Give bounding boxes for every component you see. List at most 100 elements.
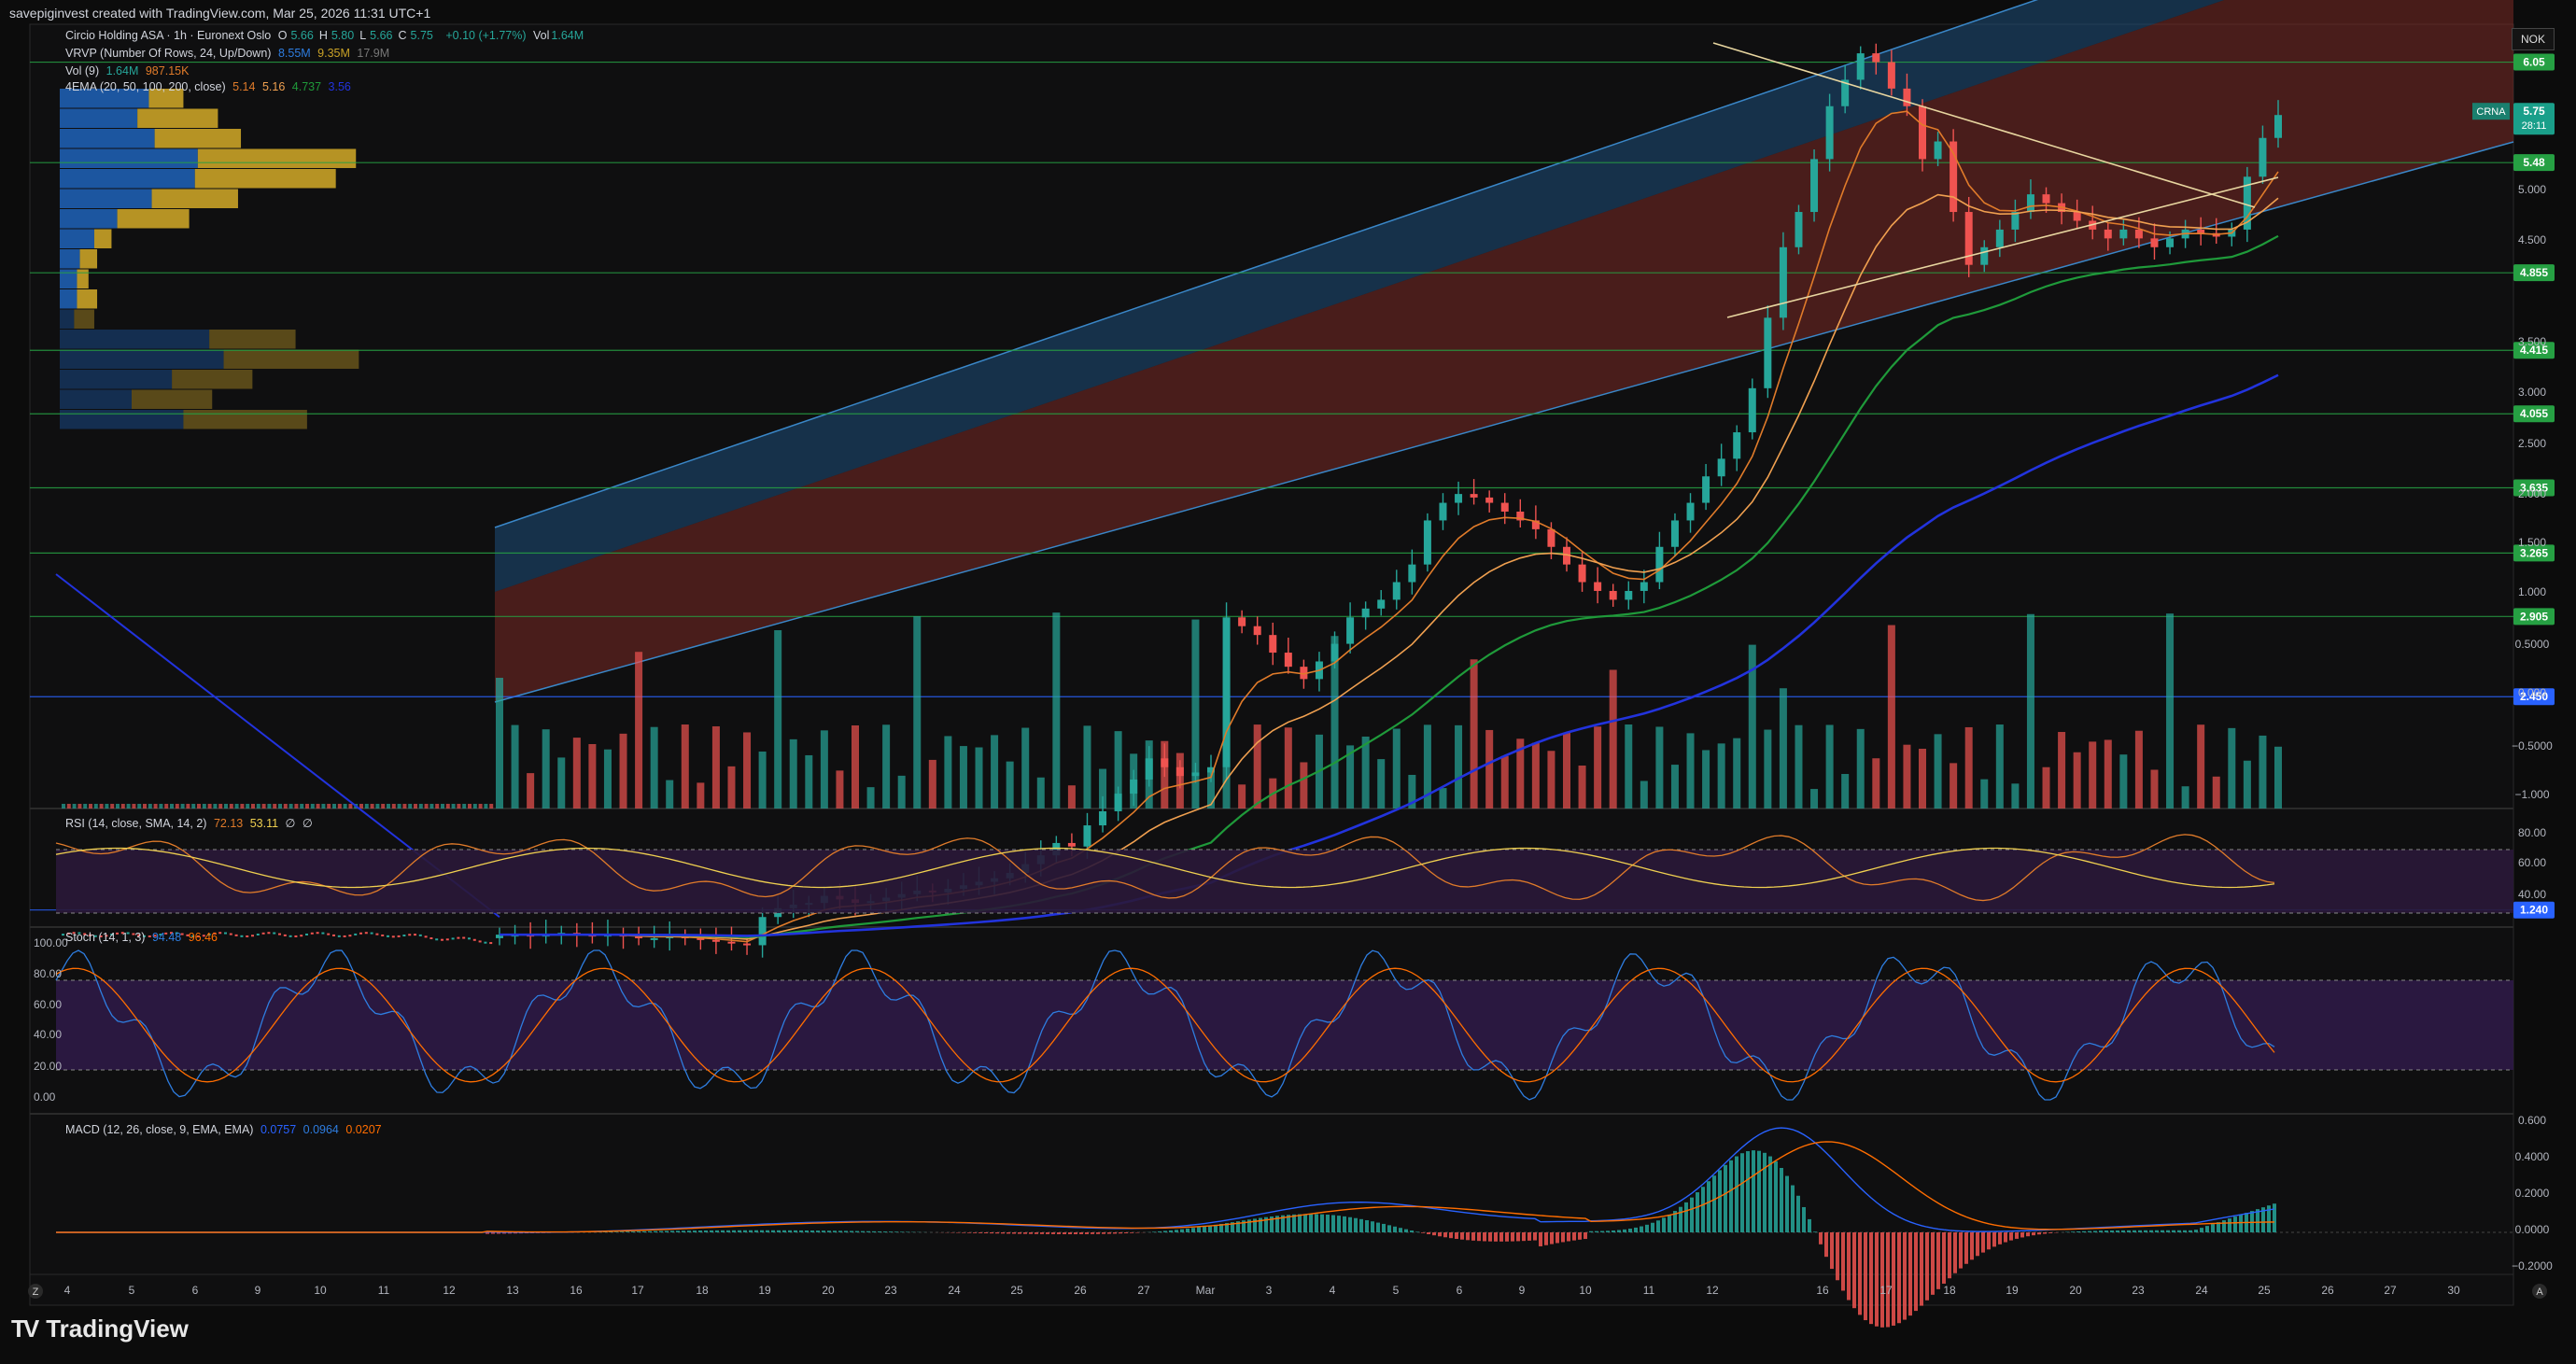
macd-hist-bar xyxy=(1499,1232,1503,1242)
volume-bar xyxy=(257,804,260,809)
symbol-title: Circio Holding ASA · 1h · Euronext Oslo xyxy=(65,29,271,42)
macd-hist-bar xyxy=(1785,1176,1789,1232)
macd-hist-bar xyxy=(1371,1221,1374,1232)
macd-hist-bar xyxy=(1830,1232,1834,1269)
candle xyxy=(294,935,297,937)
macd-hist-bar xyxy=(1606,1230,1610,1232)
volume-bar xyxy=(1919,749,1926,809)
macd-hist-bar xyxy=(654,1231,657,1232)
vol-legend[interactable]: Vol (9) 1.64M 987.15K xyxy=(65,64,192,77)
macd-hist-bar xyxy=(850,1231,853,1232)
volume-bar xyxy=(83,804,87,809)
macd-hist-bar xyxy=(1074,1232,1077,1234)
volume-bar xyxy=(262,804,266,809)
rsi-legend[interactable]: RSI (14, close, SMA, 14, 2) 72.13 53.11 … xyxy=(65,816,317,830)
macd-hist-bar xyxy=(1864,1232,1867,1320)
volume-bar xyxy=(898,776,906,809)
macd-hist-bar xyxy=(1001,1232,1005,1233)
vrvp-v1: 8.55M xyxy=(278,47,311,60)
vrvp-legend[interactable]: VRVP (Number Of Rows, 24, Up/Down) 8.55M… xyxy=(65,47,393,60)
volume-bar xyxy=(294,804,298,809)
volume-bar xyxy=(473,804,477,809)
candle xyxy=(484,942,486,944)
macd-hist-bar xyxy=(1746,1151,1750,1232)
rsi-tick-label: 60.00 xyxy=(2518,856,2546,869)
macd-hist-bar xyxy=(2043,1232,2047,1234)
macd-hist-bar xyxy=(962,1232,965,1233)
macd-hist-bar xyxy=(1544,1232,1548,1245)
macd-hist-bar xyxy=(1309,1214,1313,1232)
volume-bar xyxy=(1579,766,1586,809)
level-label: 4.855 xyxy=(2520,266,2548,279)
candle xyxy=(1331,644,1339,662)
candle xyxy=(1083,825,1091,847)
volume-bar xyxy=(110,804,114,809)
volume-bar xyxy=(327,804,331,809)
macd-hist-bar xyxy=(760,1230,764,1232)
volume-bar xyxy=(1068,785,1076,809)
x-tick-label: 19 xyxy=(758,1284,771,1297)
macd-v3: 0.0207 xyxy=(345,1123,381,1136)
candle xyxy=(2027,194,2034,212)
volume-bar xyxy=(452,804,456,809)
macd-hist-bar xyxy=(771,1230,775,1232)
candle xyxy=(1269,635,1276,653)
candle xyxy=(1888,63,1895,89)
stoch-legend[interactable]: Stoch (14, 1, 3) 94.48 96.46 xyxy=(65,931,221,944)
macd-hist-bar xyxy=(2088,1231,2091,1232)
macd-hist-bar xyxy=(1612,1230,1615,1232)
macd-hist-bar xyxy=(2110,1230,2114,1232)
tradingview-brand[interactable]: TV TradingView xyxy=(11,1315,189,1343)
macd-hist-bar xyxy=(794,1230,797,1232)
volume-bar xyxy=(2197,724,2204,809)
volume-bar xyxy=(105,804,108,809)
volume-bar xyxy=(344,804,347,809)
volume-bar xyxy=(402,804,406,809)
macd-hist-bar xyxy=(1617,1230,1621,1232)
x-tick-label: 3 xyxy=(1266,1284,1273,1297)
level-label: 1.240 xyxy=(2520,904,2548,917)
macd-hist-bar xyxy=(693,1230,697,1232)
x-tick-label: 26 xyxy=(1074,1284,1087,1297)
macd-hist-bar xyxy=(1460,1232,1464,1240)
macd-hist-bar xyxy=(1449,1232,1453,1238)
vp-down-bar xyxy=(137,109,218,129)
candle xyxy=(1115,794,1122,811)
volume-bar xyxy=(1485,730,1493,809)
candle xyxy=(1130,780,1137,794)
volume-bar xyxy=(651,727,658,809)
zoom-left-label: Z xyxy=(33,1287,39,1298)
x-tick-label: 9 xyxy=(1519,1284,1526,1297)
vp-down-bar xyxy=(77,270,88,289)
macd-hist-bar xyxy=(1595,1231,1598,1232)
macd-hist-bar xyxy=(665,1230,669,1232)
macd-hist-bar xyxy=(1645,1225,1649,1232)
macd-hist-bar xyxy=(883,1231,887,1232)
macd-hist-bar xyxy=(805,1230,809,1232)
candle xyxy=(419,935,422,936)
macd-hist-bar xyxy=(1886,1232,1890,1327)
ema-legend[interactable]: 4EMA (20, 50, 100, 200, close) 5.14 5.16… xyxy=(65,80,355,93)
macd-hist-bar xyxy=(1729,1160,1733,1232)
candle xyxy=(2074,212,2081,220)
macd-hist-bar xyxy=(1533,1232,1537,1241)
macd-hist-bar xyxy=(754,1230,758,1232)
macd-hist-bar xyxy=(2200,1228,2203,1232)
candle xyxy=(429,937,432,939)
price-tick-label: 1.000 xyxy=(2518,585,2546,598)
macd-legend[interactable]: MACD (12, 26, close, 9, EMA, EMA) 0.0757… xyxy=(65,1123,386,1136)
volume-bar xyxy=(635,652,642,809)
x-tick-label: 20 xyxy=(822,1284,835,1297)
candle xyxy=(479,940,482,942)
candle xyxy=(1872,53,1879,62)
candle xyxy=(257,934,260,935)
volume-bar xyxy=(2166,613,2174,809)
macd-tick-label: 0.2000 xyxy=(2515,1187,2550,1200)
volume-bar xyxy=(2058,732,2065,809)
candle xyxy=(1068,843,1076,847)
volume-bar xyxy=(944,736,951,809)
candle xyxy=(727,942,735,944)
currency-button[interactable]: NOK xyxy=(2512,28,2555,50)
macd-hist-bar xyxy=(738,1230,741,1232)
